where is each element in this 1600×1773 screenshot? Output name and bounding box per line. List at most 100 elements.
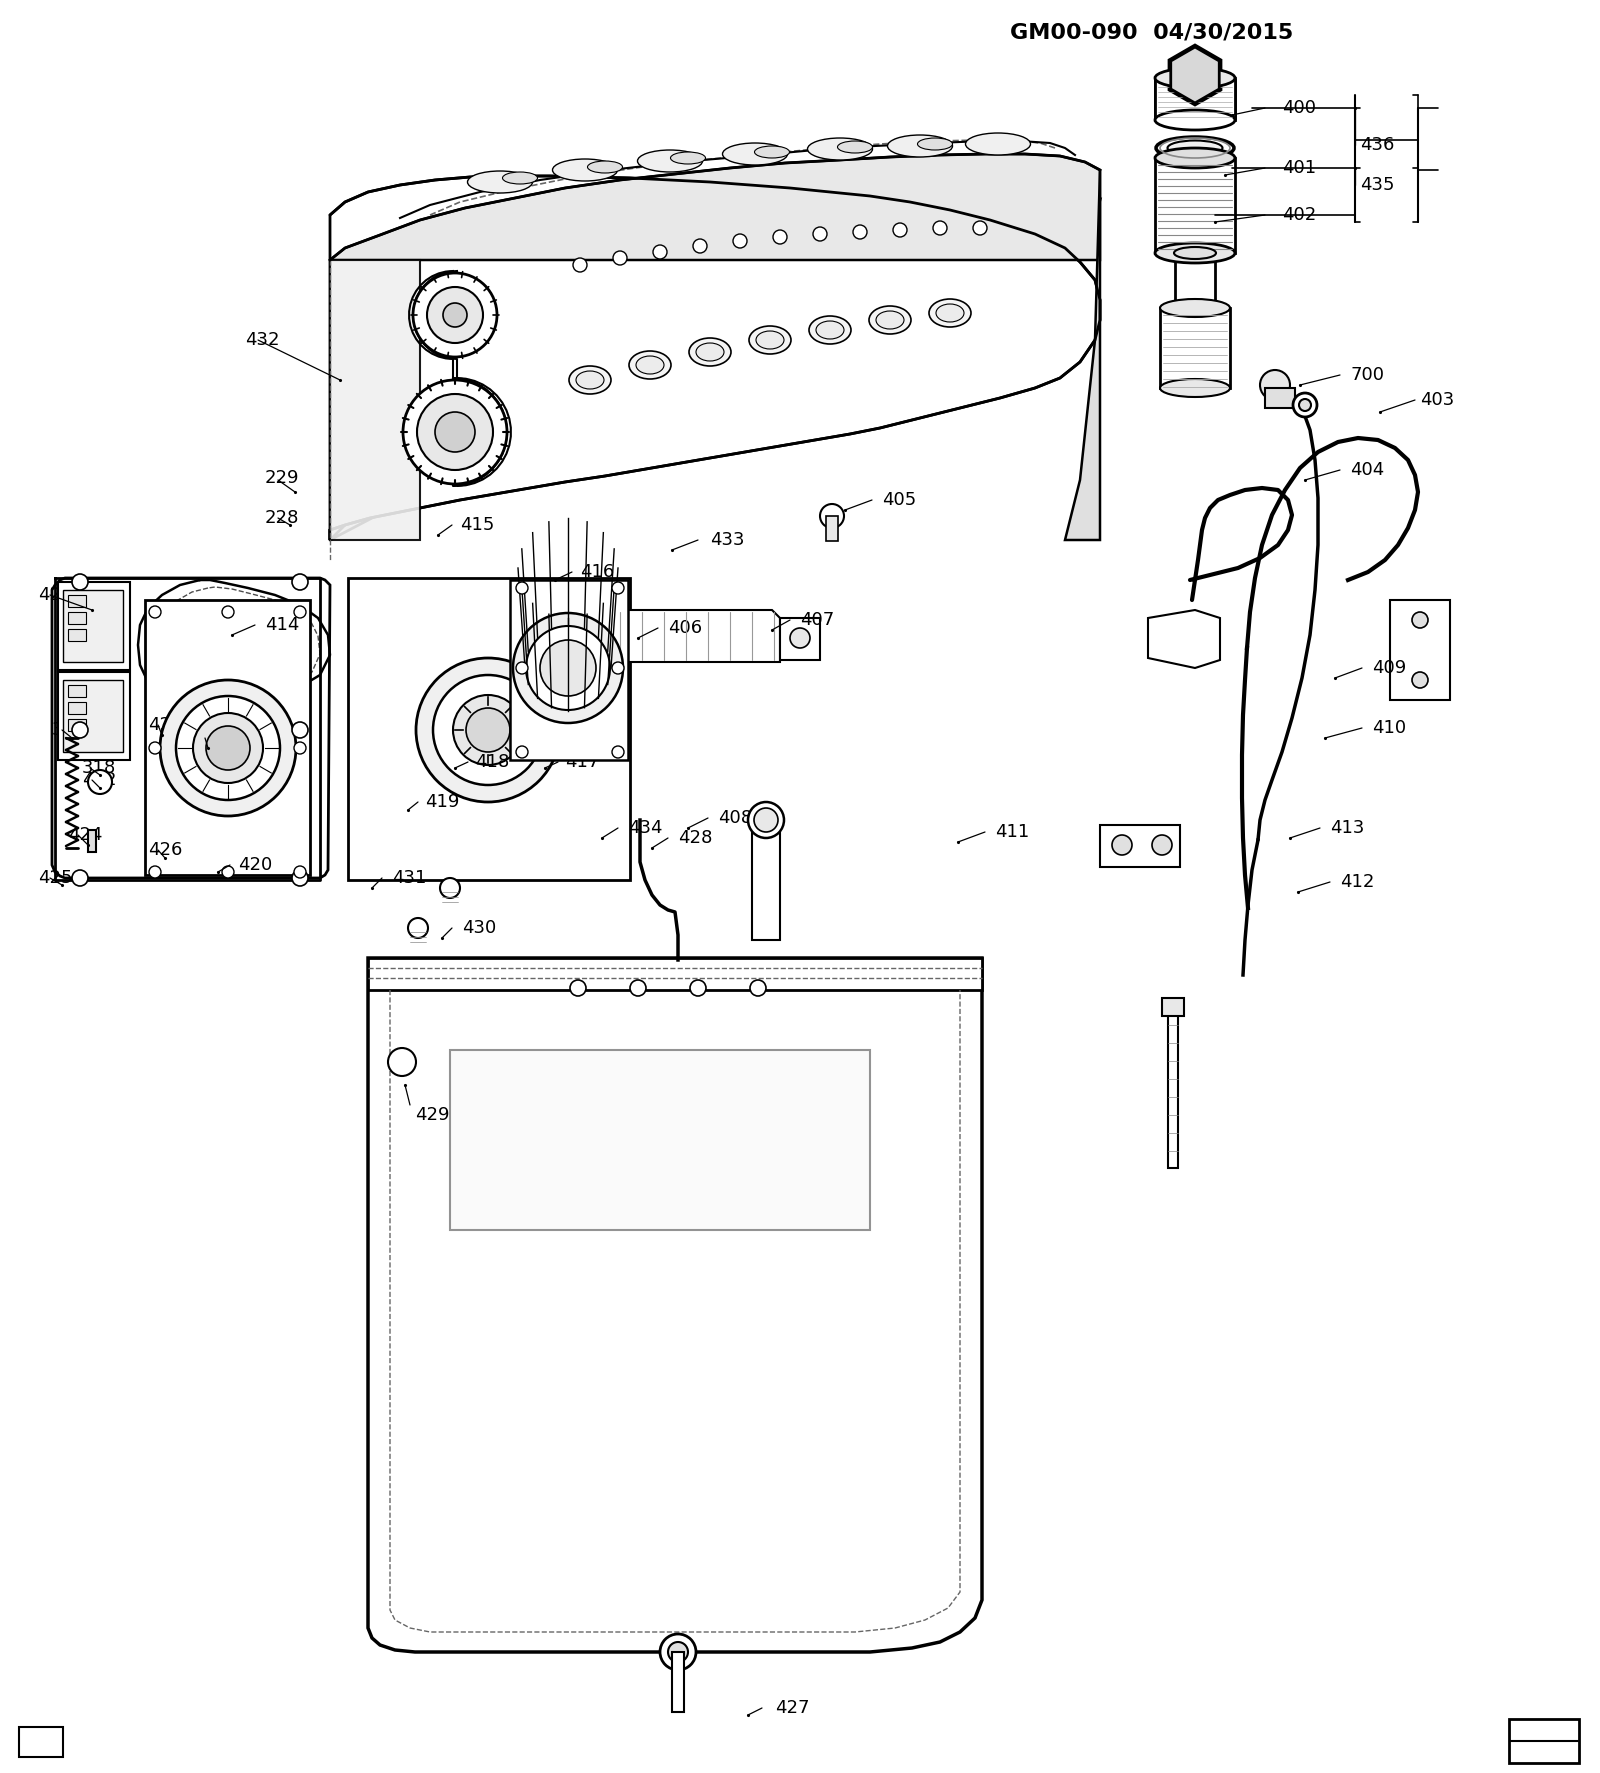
Text: 403: 403 — [1421, 392, 1454, 410]
Circle shape — [1413, 612, 1429, 628]
Circle shape — [149, 865, 162, 878]
Circle shape — [176, 697, 280, 800]
Ellipse shape — [690, 339, 731, 365]
Circle shape — [72, 871, 88, 886]
Circle shape — [573, 259, 587, 271]
Bar — [368, 957, 982, 989]
Bar — [1101, 824, 1181, 867]
Text: 430: 430 — [462, 918, 496, 936]
Circle shape — [72, 722, 88, 738]
Ellipse shape — [576, 371, 605, 388]
Circle shape — [613, 746, 624, 759]
Circle shape — [413, 273, 498, 356]
Circle shape — [294, 606, 306, 619]
Circle shape — [773, 230, 787, 245]
Circle shape — [160, 681, 296, 816]
Bar — [69, 596, 86, 606]
Bar — [1155, 158, 1235, 254]
Text: 318: 318 — [82, 759, 117, 777]
Circle shape — [293, 871, 309, 886]
Circle shape — [294, 865, 306, 878]
Circle shape — [443, 303, 467, 326]
Text: 431: 431 — [392, 869, 426, 886]
Bar — [58, 672, 130, 761]
Circle shape — [434, 676, 542, 785]
Bar — [781, 619, 819, 660]
Text: 408: 408 — [718, 808, 752, 826]
Ellipse shape — [810, 316, 851, 344]
Text: COA: COA — [1533, 1746, 1555, 1757]
Polygon shape — [1155, 80, 1235, 119]
Polygon shape — [330, 261, 421, 541]
Ellipse shape — [1155, 67, 1235, 89]
Circle shape — [149, 606, 162, 619]
Circle shape — [693, 239, 707, 254]
Bar — [1266, 388, 1294, 408]
Text: 417: 417 — [565, 754, 600, 771]
Polygon shape — [1174, 254, 1214, 310]
Polygon shape — [53, 578, 330, 878]
Text: 700: 700 — [1350, 365, 1384, 385]
Bar — [88, 830, 96, 853]
Bar — [1390, 599, 1450, 700]
Circle shape — [754, 808, 778, 832]
Bar — [69, 612, 86, 624]
Ellipse shape — [723, 144, 787, 165]
Ellipse shape — [936, 303, 963, 323]
Ellipse shape — [670, 152, 706, 163]
Circle shape — [749, 801, 784, 839]
Ellipse shape — [869, 307, 910, 333]
Ellipse shape — [757, 332, 784, 349]
Text: 425: 425 — [38, 869, 72, 886]
Text: 424: 424 — [69, 826, 102, 844]
Text: 409: 409 — [1373, 660, 1406, 677]
Ellipse shape — [696, 342, 725, 362]
Circle shape — [613, 582, 624, 594]
Circle shape — [149, 741, 162, 754]
Text: 436: 436 — [1360, 137, 1394, 154]
Ellipse shape — [637, 151, 702, 172]
Bar — [450, 1050, 870, 1230]
Text: 428: 428 — [678, 830, 712, 847]
Circle shape — [541, 640, 597, 697]
Bar — [752, 819, 781, 940]
Text: 412: 412 — [1341, 872, 1374, 892]
Polygon shape — [1149, 610, 1221, 668]
Text: 400: 400 — [1282, 99, 1315, 117]
Circle shape — [613, 252, 627, 264]
Ellipse shape — [808, 138, 872, 160]
Ellipse shape — [752, 814, 781, 826]
Bar — [826, 516, 838, 541]
Bar — [1160, 309, 1230, 388]
Circle shape — [733, 234, 747, 248]
Circle shape — [630, 980, 646, 996]
Bar — [69, 720, 86, 730]
Ellipse shape — [587, 161, 622, 174]
Ellipse shape — [1168, 140, 1222, 156]
Text: 410: 410 — [1373, 720, 1406, 738]
Bar — [1162, 998, 1184, 1016]
Circle shape — [418, 394, 493, 470]
Circle shape — [222, 606, 234, 619]
Text: 418: 418 — [475, 754, 509, 771]
Text: 433: 433 — [710, 530, 744, 550]
Bar — [1155, 78, 1235, 121]
Circle shape — [750, 980, 766, 996]
Circle shape — [293, 574, 309, 590]
Circle shape — [613, 661, 624, 674]
Bar — [1168, 1009, 1178, 1168]
Ellipse shape — [552, 160, 618, 181]
Polygon shape — [330, 154, 1101, 261]
Polygon shape — [1171, 48, 1219, 103]
Text: 406: 406 — [669, 619, 702, 637]
Polygon shape — [1066, 170, 1101, 541]
Ellipse shape — [837, 142, 872, 152]
Text: 407: 407 — [800, 612, 834, 629]
Text: 426: 426 — [149, 840, 182, 858]
Ellipse shape — [816, 321, 845, 339]
Circle shape — [1299, 399, 1310, 411]
Circle shape — [293, 722, 309, 738]
Circle shape — [206, 725, 250, 769]
Circle shape — [933, 222, 947, 236]
Ellipse shape — [1160, 379, 1230, 397]
